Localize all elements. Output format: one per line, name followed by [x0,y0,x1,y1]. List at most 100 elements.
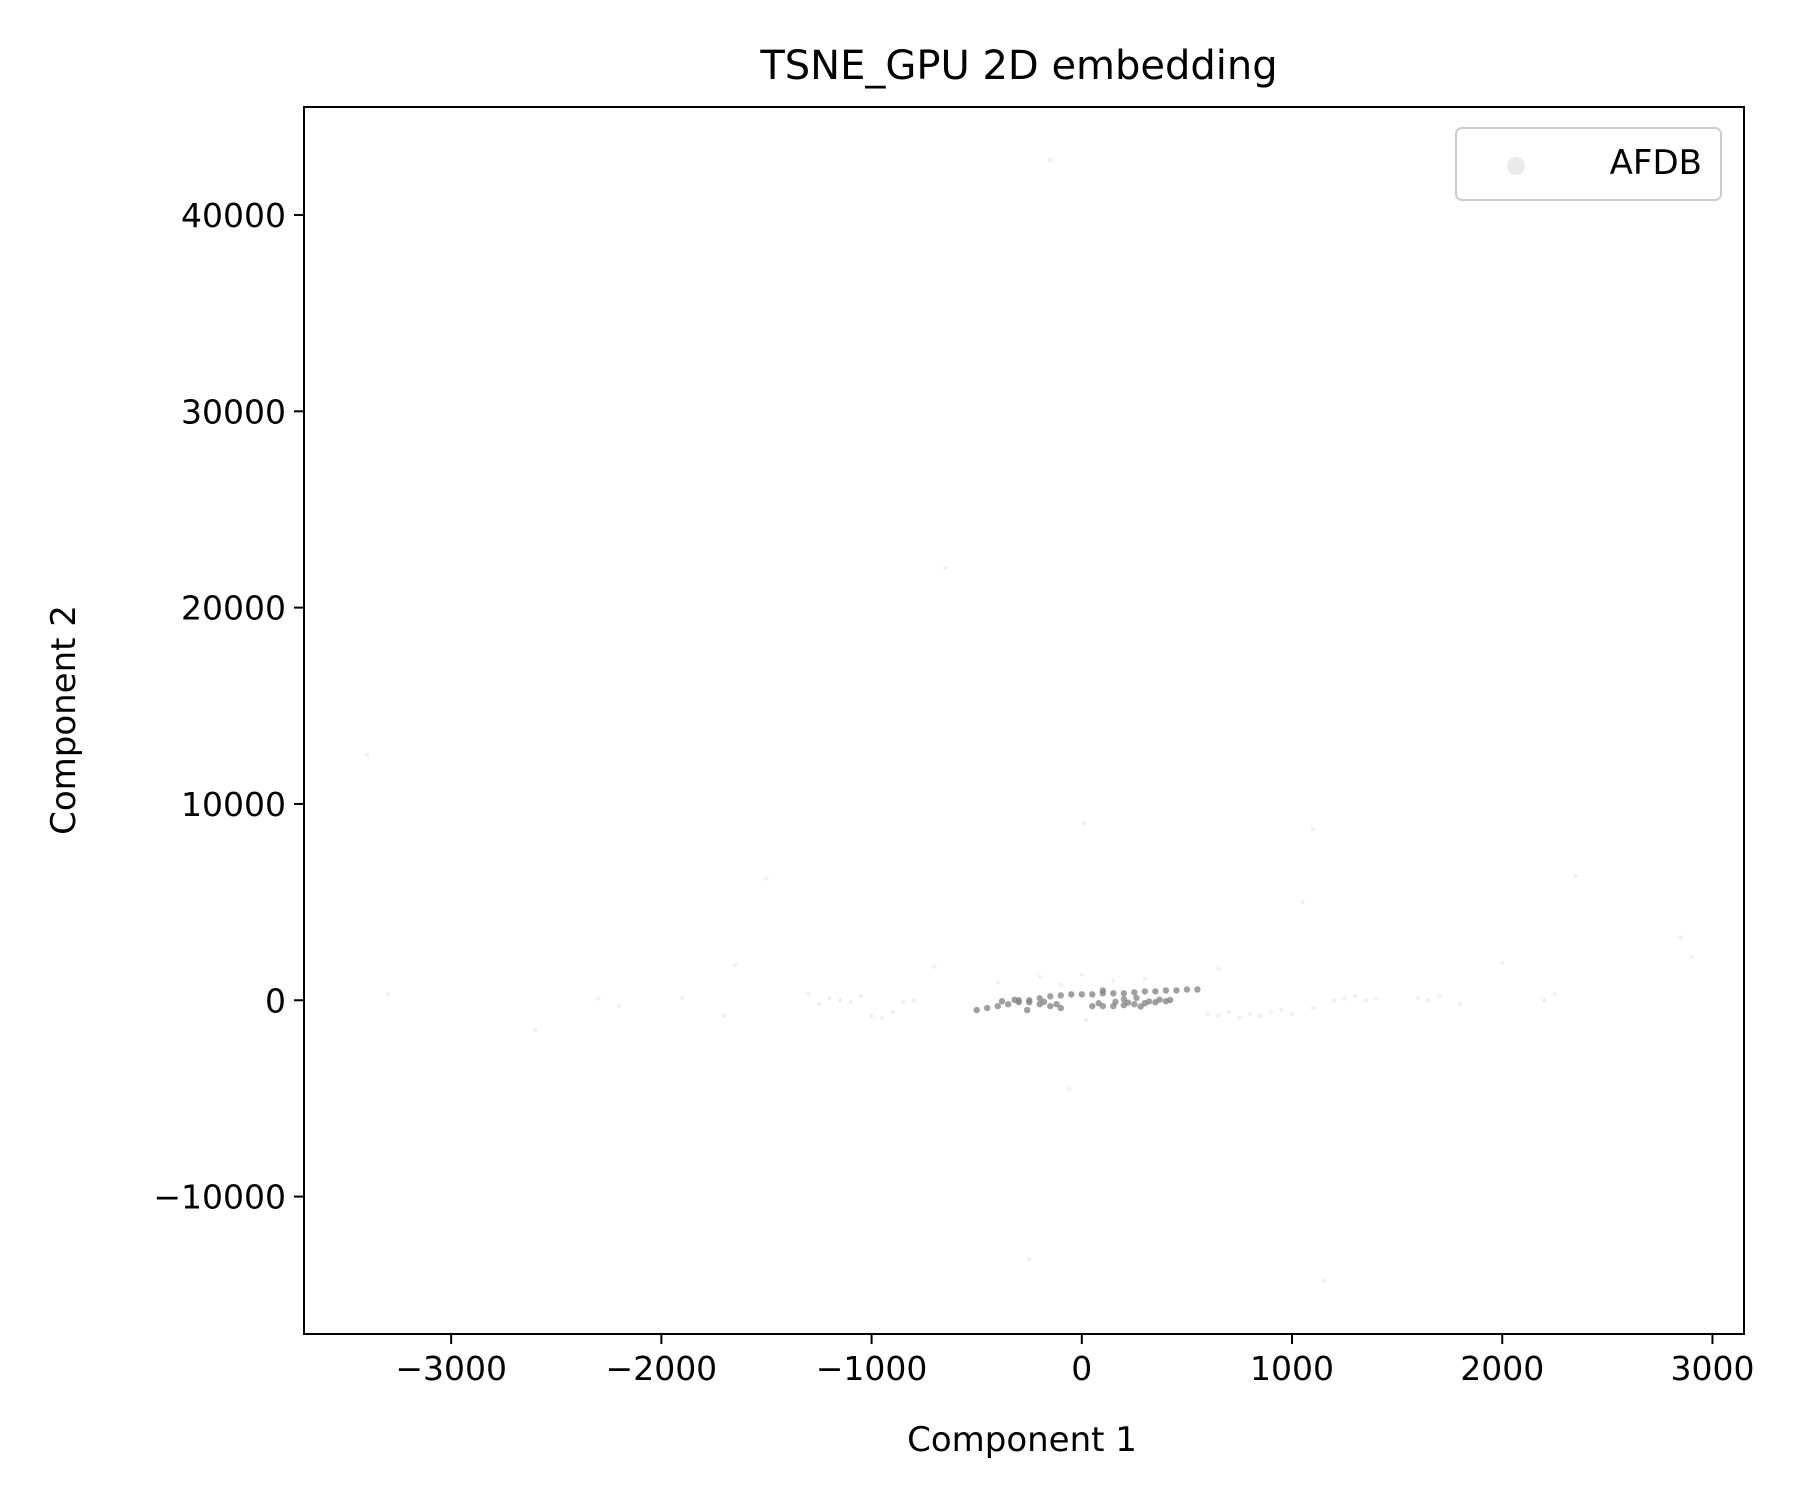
scatter-point [1162,987,1170,994]
scatter-point [1194,986,1201,993]
scatter-point [1081,821,1087,826]
x-tick-label: −2000 [606,1349,718,1388]
scatter-point [1095,1000,1102,1007]
scatter-point [1415,996,1421,1001]
scatter-point [1066,1086,1072,1091]
scatter-point [1111,978,1116,983]
scatter-point [1036,995,1043,1002]
scatter-point [1089,1002,1096,1010]
plot-area [303,106,1745,1335]
scatter-point [1352,994,1358,999]
scatter-point [764,876,769,881]
scatter-point [1141,988,1149,995]
scatter-point [1321,1278,1326,1284]
scatter-point [1205,1011,1211,1017]
scatter-point [973,1006,980,1014]
scatter-point [816,1001,822,1007]
scatter-point [1156,996,1163,1003]
scatter-point [732,962,738,968]
points-layer [364,157,1694,1284]
scatter-point [858,994,864,999]
scatter-point [1068,991,1075,998]
x-tick-label: 3000 [1670,1349,1754,1388]
scatter-point [1237,1015,1242,1021]
x-axis-ticks: −3000 −2000 −1000 0 1000 2000 3000 [395,1334,1754,1388]
y-tick-label: 10000 [181,785,286,824]
legend-marker [1507,157,1525,175]
scatter-point [385,992,391,997]
scatter-point [1083,1017,1089,1023]
scatter-point [364,752,370,758]
scatter-point [1047,993,1054,1000]
x-tick-label: −3000 [395,1349,507,1388]
scatter-point [1258,1013,1263,1019]
legend-label-afdb: AFDB [1610,143,1702,183]
scatter-point [1057,992,1064,999]
scatter-point [1131,989,1138,996]
scatter-point [1027,1257,1032,1262]
scatter-point [848,1000,853,1005]
scatter-point [1112,998,1119,1006]
scatter-point [1137,1003,1144,1010]
scatter-point [1166,996,1174,1004]
scatter-point [1120,995,1128,1003]
x-tick-label: 1000 [1250,1349,1334,1388]
scatter-point [932,964,937,970]
scatter-point [1279,1007,1284,1013]
scatter-point [1268,1009,1274,1015]
scatter-point [1226,1009,1232,1015]
scatter-point [837,998,843,1003]
scatter-point [533,1027,538,1032]
scatter-point [1142,976,1148,981]
scatter-point [1426,998,1431,1003]
x-axis-label: Component 1 [907,1420,1137,1460]
scatter-point [1247,1011,1253,1017]
y-tick-label: 30000 [181,392,286,431]
scatter-point [1131,1000,1138,1008]
scatter-point [1099,987,1107,994]
scatter-point [1173,987,1180,994]
scatter-point [890,1009,895,1015]
x-tick-label: 2000 [1460,1349,1544,1388]
scatter-point [1133,994,1140,1002]
scatter-point [1689,954,1694,960]
scatter-point [1216,966,1221,972]
scatter-point [1058,982,1063,987]
scatter-point [1552,992,1558,997]
scatter-point [1023,1006,1031,1014]
scatter-point [1573,874,1579,879]
scatter-point [1678,935,1684,940]
scatter-point [869,1013,874,1019]
scatter-point [1342,996,1347,1001]
scatter-point [1110,990,1117,997]
scatter-point [942,566,948,571]
scatter-point [900,1000,906,1005]
y-axis-ticks: −10000 0 10000 20000 30000 40000 [153,196,304,1217]
y-tick-label: 40000 [181,196,286,235]
scatter-point [1152,988,1159,995]
scatter-point [1300,899,1305,905]
scatter-point [1005,1000,1012,1008]
scatter-point [1145,998,1153,1005]
legend-box [1455,127,1722,201]
scatter-point [1078,991,1086,998]
scatter-point [1053,1000,1060,1008]
scatter-point [1011,996,1018,1004]
scatter-point [1289,1011,1295,1017]
scatter-point [1500,960,1505,966]
scatter-point [1124,999,1132,1006]
scatter-point [1458,1001,1463,1007]
scatter-point [1436,994,1442,999]
scatter-point [1363,998,1368,1003]
scatter-point [617,1003,622,1009]
scatter-point [1120,990,1128,997]
scatter-point [1310,827,1316,832]
scatter-point [1373,996,1379,1001]
scatter-point [722,1013,727,1019]
x-tick-label: 0 [1071,1349,1092,1388]
scatter-point [1183,986,1191,993]
scatter-point [680,996,685,1001]
scatter-point [1331,998,1337,1003]
scatter-point [1026,999,1033,1006]
